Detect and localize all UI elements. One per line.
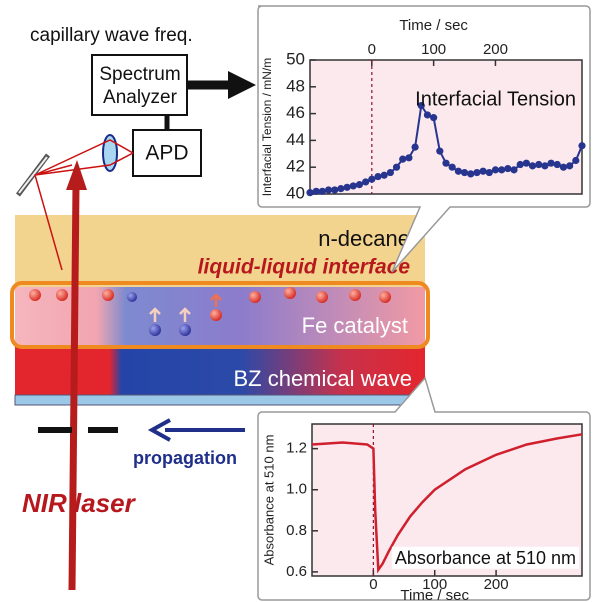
- y-tick-label: 48: [286, 76, 305, 95]
- data-point: [572, 157, 579, 164]
- laser-arrowhead: [66, 160, 87, 190]
- interface-label: liquid-liquid interface: [198, 256, 411, 279]
- data-point: [517, 161, 524, 168]
- data-point: [424, 111, 431, 118]
- data-point: [331, 186, 338, 193]
- x-tick-label: 100: [421, 41, 446, 58]
- x-tick-label: 0: [369, 576, 377, 593]
- data-point: [393, 164, 400, 171]
- data-point: [467, 170, 474, 177]
- data-point: [455, 168, 462, 175]
- data-point: [405, 154, 412, 161]
- y-tick-label: 1.0: [286, 481, 307, 498]
- data-point: [492, 166, 499, 173]
- chart-annotation: Interfacial Tension: [415, 88, 576, 110]
- data-point: [547, 160, 554, 167]
- data-point: [554, 161, 561, 168]
- data-point: [442, 160, 449, 167]
- data-point: [356, 181, 363, 188]
- output-arrowhead: [228, 71, 256, 99]
- data-point: [319, 188, 326, 195]
- data-point: [523, 160, 530, 167]
- data-point: [510, 166, 517, 173]
- y-tick-label: 0.8: [286, 522, 307, 539]
- data-point: [325, 186, 332, 193]
- data-point: [578, 142, 585, 149]
- analyzer-label: Spectrum: [99, 64, 180, 85]
- x-tick-label: 0: [368, 41, 376, 58]
- data-point: [430, 114, 437, 121]
- data-point: [362, 178, 369, 185]
- y-tick-label: 50: [286, 49, 305, 68]
- data-point: [461, 169, 468, 176]
- data-point: [541, 162, 548, 169]
- wave-label: BZ chemical wave: [233, 366, 412, 391]
- data-point: [350, 182, 357, 189]
- data-point: [560, 164, 567, 171]
- data-point: [504, 165, 511, 172]
- data-point: [529, 162, 536, 169]
- caption: capillary wave freq.: [30, 25, 193, 46]
- y-tick-label: 46: [286, 103, 305, 122]
- data-point: [411, 144, 418, 151]
- laser-beam: [72, 185, 76, 590]
- data-point: [306, 189, 313, 196]
- y-tick-label: 0.6: [286, 563, 307, 580]
- data-point: [343, 184, 350, 191]
- data-point: [399, 156, 406, 163]
- data-point: [479, 168, 486, 175]
- catalyst-label: Fe catalyst: [302, 313, 408, 338]
- y-tick-label: 40: [286, 183, 305, 202]
- data-point: [313, 188, 320, 195]
- figure: capillary wave freq. Spectrum Analyzer A…: [0, 0, 593, 603]
- data-point: [449, 164, 456, 171]
- data-point: [368, 176, 375, 183]
- mirror-face: [19, 157, 47, 193]
- data-point: [337, 185, 344, 192]
- data-point: [535, 161, 542, 168]
- x-axis-label: Time / sec: [399, 17, 468, 34]
- data-point: [486, 169, 493, 176]
- x-tick-label: 200: [483, 41, 508, 58]
- y-tick-label: 1.2: [286, 440, 307, 457]
- propagation-label: propagation: [133, 448, 237, 468]
- data-point: [387, 169, 394, 176]
- y-axis-label: Interfacial Tension / mN/m: [260, 58, 274, 197]
- data-point: [436, 148, 443, 155]
- data-point: [473, 169, 480, 176]
- y-axis-label: Absorbance at 510 nm: [261, 435, 276, 566]
- y-tick-label: 42: [286, 157, 305, 176]
- x-tick-label: 200: [484, 576, 509, 593]
- plot-area: [310, 60, 582, 194]
- layer-label: n-decane: [318, 226, 410, 251]
- laser-label: NIR laser: [22, 488, 137, 518]
- chart-annotation: Absorbance at 510 nm: [395, 548, 576, 568]
- data-point: [566, 162, 573, 169]
- data-point: [498, 166, 505, 173]
- data-point: [381, 172, 388, 179]
- analyzer-label: Analyzer: [103, 87, 178, 108]
- apd-label: APD: [145, 142, 188, 165]
- data-point: [374, 173, 381, 180]
- y-tick-label: 44: [286, 130, 305, 149]
- x-axis-label: Time / sec: [400, 587, 469, 603]
